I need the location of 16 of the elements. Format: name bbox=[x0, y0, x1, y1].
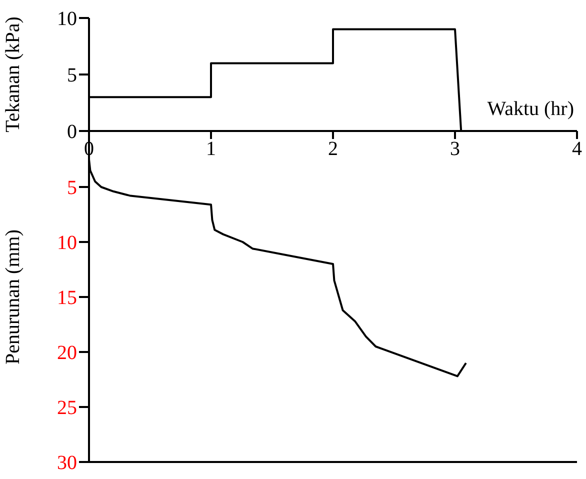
y-axis-title: Penurunan (mm) bbox=[2, 230, 24, 364]
y-tick-label: 5 bbox=[67, 64, 77, 87]
y-tick-label: 10 bbox=[57, 232, 77, 254]
x-tick-label: 1 bbox=[206, 138, 216, 160]
y-axis-title: Tekanan (kPa) bbox=[2, 16, 24, 132]
y-tick-label: 30 bbox=[57, 452, 77, 474]
y-tick-label: 15 bbox=[57, 287, 77, 310]
y-tick-label: 25 bbox=[57, 397, 77, 420]
x-axis-title: Waktu (hr) bbox=[487, 98, 574, 121]
x-tick-label: 3 bbox=[450, 138, 460, 160]
y-tick-label: 20 bbox=[57, 342, 77, 364]
y-tick-label: 0 bbox=[67, 121, 77, 144]
x-tick-label: 4 bbox=[572, 138, 582, 160]
x-tick-label: 2 bbox=[328, 138, 338, 160]
y-tick-label: 5 bbox=[67, 177, 77, 200]
y-tick-label: 10 bbox=[57, 8, 77, 30]
